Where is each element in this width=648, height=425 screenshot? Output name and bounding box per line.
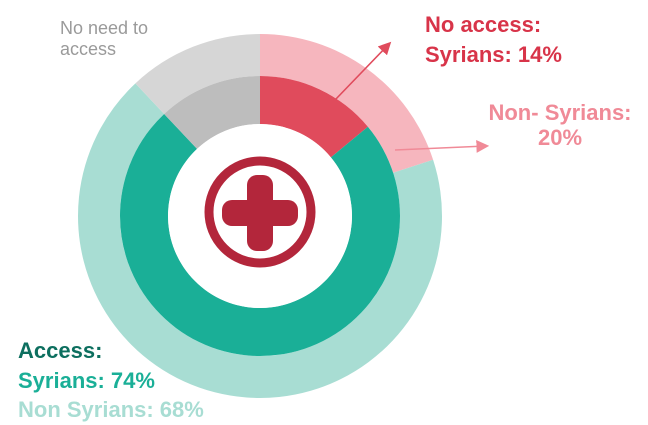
label-access-syrians: Syrians: 74% [18, 368, 155, 393]
outer-ring-non-syrians [78, 34, 442, 399]
medical-cross-icon [204, 156, 316, 268]
label-no-access-non-syrians: Non- Syrians: 20% [455, 100, 648, 151]
label-no-need-line2: access [60, 38, 117, 59]
label-access-non-syrians: Non Syrians: 68% [18, 397, 204, 422]
label-no-access-non-syrians-line2: 20% [537, 125, 583, 151]
label-no-need-line1: No need to [60, 18, 149, 38]
label-no-access-non-syrians-line1: Non- Syrians: [488, 100, 632, 125]
slice-non-syrians-no-access [260, 34, 434, 173]
slice-syrians-access [120, 113, 401, 356]
label-no-need: No need to access [60, 18, 148, 59]
inner-ring-syrians [120, 76, 401, 356]
slice-non-syrians-no-need [135, 34, 260, 114]
slice-syrians-no-need [164, 76, 260, 149]
label-no-access-title: No access: [425, 12, 542, 37]
label-no-access-syrians: Syrians: 14% [425, 42, 562, 67]
arrow-no-access-non-syrians [394, 140, 490, 153]
label-access-title: Access: [18, 338, 103, 363]
slice-syrians-no-access [260, 76, 368, 158]
arrow-no-access-syrians [334, 41, 392, 101]
slice-non-syrians-access [78, 83, 442, 399]
